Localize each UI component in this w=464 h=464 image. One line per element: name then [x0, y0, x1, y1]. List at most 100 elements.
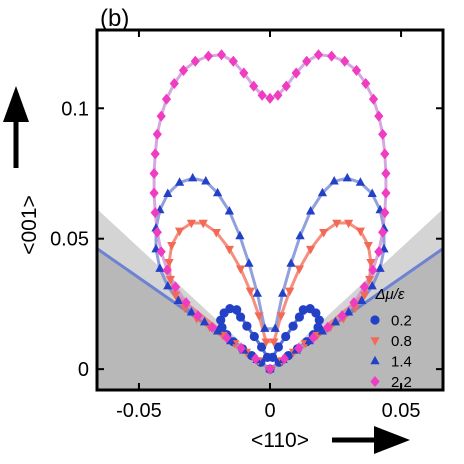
data-point-2.2	[152, 226, 162, 238]
data-point-2.2	[378, 226, 388, 238]
data-point-1.4	[213, 187, 223, 197]
data-point-0.8	[198, 219, 208, 229]
data-point-0.8	[285, 287, 295, 297]
data-point-1.4	[286, 258, 296, 267]
axis-ticks: -0.05 0 0.05 0 0.05 0.1	[50, 30, 443, 422]
data-point-0.8	[261, 338, 271, 347]
data-point-0.2	[273, 342, 283, 352]
legend-label: 0.2	[391, 313, 412, 330]
data-point-1.4	[186, 307, 196, 316]
data-point-2.2	[152, 128, 162, 140]
data-point-2.2	[193, 310, 203, 322]
legend-label: 1.4	[391, 354, 412, 371]
data-point-1.4	[367, 280, 377, 290]
data-point-1.4	[252, 288, 262, 297]
data-point-2.2	[378, 128, 388, 140]
data-point-0.2	[257, 342, 267, 352]
data-point-2.2	[162, 264, 172, 276]
data-point-2.2	[327, 50, 337, 62]
legend: Δμ/ε 0.2 0.8 1.4 2.2	[370, 286, 412, 391]
shaded-region-2	[97, 248, 443, 390]
data-point-1.4	[355, 177, 365, 186]
legend-marker-1.4	[370, 355, 380, 365]
data-point-0.8	[164, 259, 174, 268]
data-point-0.2	[232, 305, 242, 315]
data-point-0.2	[288, 321, 298, 331]
data-point-0.2	[217, 322, 227, 332]
data-point-2.2	[265, 363, 275, 375]
data-point-2.2	[149, 187, 159, 199]
data-point-1.4	[163, 280, 173, 290]
data-point-0.8	[224, 245, 234, 255]
data-point-0.8	[186, 219, 196, 229]
data-point-0.2	[314, 315, 324, 325]
data-point-1.4	[357, 295, 367, 304]
data-point-1.4	[199, 316, 210, 326]
data-point-0.8	[306, 245, 316, 255]
data-point-2.2	[239, 67, 249, 79]
data-point-2.2	[308, 332, 318, 344]
data-point-1.4	[235, 230, 245, 240]
legend-marker-2.2	[370, 376, 380, 387]
data-point-2.2	[222, 332, 232, 344]
data-point-2.2	[236, 342, 246, 354]
data-point-1.4	[330, 316, 341, 326]
data-point-1.4	[188, 172, 198, 182]
data-point-0.2	[298, 305, 308, 315]
data-point-0.8	[276, 312, 286, 321]
data-point-0.8	[175, 227, 185, 237]
data-point-1.4	[155, 263, 165, 272]
data-point-0.8	[344, 219, 354, 229]
data-point-1.4	[342, 172, 352, 182]
data-point-2.2	[265, 92, 275, 104]
data-point-2.2	[171, 281, 181, 293]
data-point-0.2	[281, 331, 291, 342]
data-point-0.2	[294, 312, 304, 322]
data-point-2.2	[251, 353, 261, 365]
data-point-0.8	[211, 229, 221, 238]
data-point-2.2	[294, 342, 304, 354]
data-point-2.2	[351, 64, 362, 76]
data-point-1.4	[304, 335, 314, 345]
data-point-0.2	[242, 321, 252, 331]
x-axis-label: <110>	[251, 429, 309, 452]
data-point-1.4	[317, 326, 327, 335]
data-point-1.4	[367, 188, 377, 197]
data-point-2.2	[279, 353, 289, 365]
data-point-0.8	[269, 338, 279, 347]
data-point-1.4	[278, 288, 288, 297]
data-point-2.2	[281, 80, 291, 92]
data-point-2.2	[380, 148, 390, 160]
data-point-1.4	[163, 188, 173, 197]
data-point-0.2	[216, 315, 226, 325]
y-axis-label: <001>	[18, 195, 41, 255]
legend-marker-0.2	[370, 315, 380, 325]
series-markers	[149, 49, 391, 375]
data-point-0.2	[313, 322, 323, 332]
data-point-0.8	[359, 291, 369, 301]
data-point-0.8	[167, 242, 177, 251]
data-point-2.2	[257, 89, 267, 101]
data-point-2.2	[323, 321, 333, 333]
data-point-2.2	[150, 207, 160, 219]
data-point-1.4	[270, 323, 280, 332]
data-point-0.8	[366, 259, 376, 268]
data-point-2.2	[340, 55, 350, 67]
data-point-2.2	[368, 93, 379, 105]
data-point-1.4	[244, 258, 254, 267]
data-point-2.2	[381, 168, 391, 179]
data-point-1.4	[224, 206, 234, 215]
legend-marker-0.8	[370, 337, 380, 346]
data-point-2.2	[374, 110, 384, 122]
x-tick-label: 0	[264, 400, 275, 422]
data-point-0.8	[355, 227, 365, 237]
x-direction-arrow-icon	[332, 426, 410, 454]
data-point-2.2	[156, 110, 166, 122]
data-point-1.4	[260, 323, 270, 332]
data-point-2.2	[203, 50, 213, 62]
data-point-0.8	[245, 287, 255, 297]
data-point-1.4	[306, 206, 316, 215]
y-tick-label: 0	[78, 359, 89, 381]
data-point-2.2	[178, 64, 189, 76]
